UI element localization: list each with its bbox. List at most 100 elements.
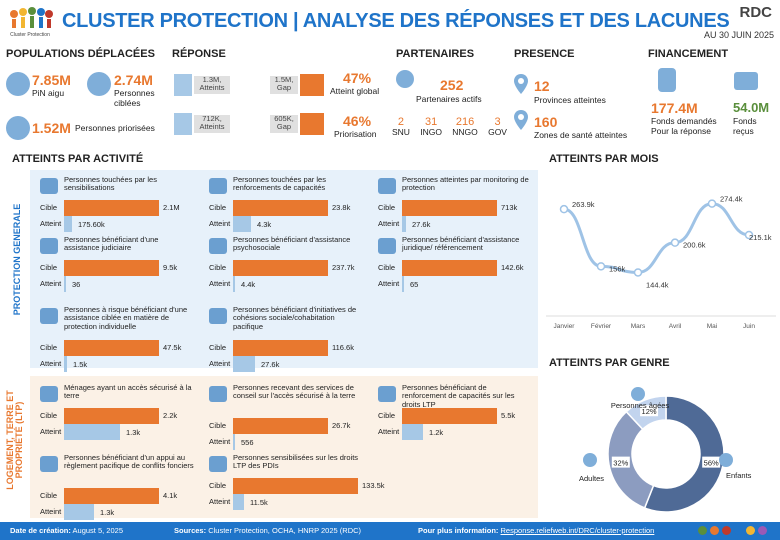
mois-value-label: 274.4k xyxy=(720,195,743,204)
cible-bar xyxy=(233,260,328,276)
presence-prov-value: 12 xyxy=(534,78,550,94)
cluster-logo: Cluster Protection xyxy=(4,4,56,44)
country-label: RDC xyxy=(739,4,773,21)
reponse-row2-pct: 46% xyxy=(343,113,372,129)
report-date: AU 30 JUIN 2025 xyxy=(703,30,774,40)
activity-icon xyxy=(40,386,58,402)
activity-title: Personnes sensibilisées sur les droits L… xyxy=(233,453,359,471)
map-pin-icon xyxy=(514,74,528,99)
reponse-row1-right: 1.5M, xyxy=(274,75,294,84)
activity-grid: Personnes touchées par les sensibilisati… xyxy=(40,175,529,520)
atteint-value: 1.5k xyxy=(73,360,88,369)
genre-donut-chart: 56% 32% 12% Enfants Adultes Personnes âgées xyxy=(579,387,752,513)
cible-row-label: Cible xyxy=(209,343,227,352)
atteint-bar xyxy=(64,504,94,520)
partenaire-type: 3 GOV xyxy=(488,116,507,137)
atteint-value: 556 xyxy=(241,438,254,447)
mois-tick-label: Avril xyxy=(669,323,682,330)
financement-title: FINANCEMENT xyxy=(648,48,729,60)
atteint-row-label: Atteint xyxy=(378,279,400,288)
cible-value: 26.7k xyxy=(332,421,351,430)
reponse-bar-prior: 712K, Atteints 605K, Gap xyxy=(174,113,324,135)
cible-row-label: Cible xyxy=(40,491,58,500)
presence-zones-label: Zones de santé atteintes xyxy=(534,130,628,140)
atteint-bar xyxy=(233,494,244,510)
person-icon xyxy=(631,387,645,401)
people-priority-icon xyxy=(6,116,30,140)
pin-value: 7.85M xyxy=(32,72,71,88)
atteint-value: 175.60k xyxy=(78,220,105,229)
cible-row-label: Cible xyxy=(40,263,58,272)
mois-line-chart: 263.9k Janvier 156k Février 144.4k Mars 200.6k… xyxy=(546,195,776,330)
cible-bar xyxy=(64,200,159,216)
cible-value: 2.1M xyxy=(163,203,180,212)
cible-bar xyxy=(233,340,328,356)
reponse-row2-left: 712K, xyxy=(202,114,222,123)
genre-category-label: Enfants xyxy=(726,471,752,480)
reponse-row1-right2: Gap xyxy=(276,83,292,93)
populations-title: POPULATIONS DÉPLACÉES xyxy=(6,48,155,60)
cible-row-label: Cible xyxy=(378,411,396,420)
reponse-row1-pct: 47% xyxy=(343,70,372,86)
cible-value: 713k xyxy=(501,203,518,212)
activity-title: Personnes touchées par les sensibilisati… xyxy=(64,175,157,193)
reponse-row1-left: 1.3M, xyxy=(202,75,222,84)
logo-text: Cluster Protection xyxy=(10,32,50,38)
cible-bar xyxy=(233,200,328,216)
partenaires-title: PARTENAIRES xyxy=(396,48,475,60)
atteint-row-label: Atteint xyxy=(209,219,231,228)
footer-link[interactable]: Response.reliefweb.int/DRC/cluster-prote… xyxy=(500,526,655,535)
partenaire-type: 31 INGO xyxy=(420,116,442,137)
cible-bar xyxy=(233,418,328,434)
atteint-row-label: Atteint xyxy=(40,427,62,436)
mois-value-label: 144.4k xyxy=(646,280,669,289)
fin-recus-label: Fonds reçus xyxy=(733,116,757,136)
cible-row-label: Cible xyxy=(378,203,396,212)
atteint-bar xyxy=(402,216,406,232)
people-icon xyxy=(6,72,30,96)
cible-bar xyxy=(64,340,159,356)
activity-title: Personnes bénéficiant d'assistance jurid… xyxy=(402,235,520,253)
activity-title: Personnes à risque bénéficiant d'une ass… xyxy=(64,305,188,331)
cible-value: 9.5k xyxy=(163,263,178,272)
mois-point xyxy=(744,230,754,240)
partenaires-total: 252 xyxy=(440,77,464,93)
mois-tick-label: Février xyxy=(591,323,612,330)
cible-value: 5.5k xyxy=(501,411,516,420)
cible-row-label: Cible xyxy=(40,411,58,420)
presence-prov-label: Provinces atteintes xyxy=(534,95,606,105)
atteint-row-label: Atteint xyxy=(209,437,231,446)
atteint-row-label: Atteint xyxy=(209,359,231,368)
activity-icon xyxy=(378,178,396,194)
cible-value: 23.8k xyxy=(332,203,351,212)
cible-row-label: Cible xyxy=(209,203,227,212)
atteint-bar xyxy=(233,216,251,232)
partenaires-total-label: Partenaires actifs xyxy=(416,94,482,104)
mois-value-label: 156k xyxy=(609,264,626,273)
genre-pct-bg xyxy=(611,456,630,468)
atteint-row-label: Atteint xyxy=(40,219,62,228)
cible-bar xyxy=(402,408,497,424)
mois-point xyxy=(633,268,643,277)
genre-title: ATTEINTS PAR GENRE xyxy=(549,357,670,369)
atteint-value: 65 xyxy=(410,280,419,289)
mois-tick-label: Mars xyxy=(631,323,646,330)
reponse-row1-label: Atteint global xyxy=(330,86,380,96)
genre-pct-label: 32% xyxy=(613,459,628,468)
footer-info: Pour plus information: Response.reliefwe… xyxy=(418,526,655,535)
atteint-bar xyxy=(64,356,67,372)
activity-icon xyxy=(378,386,396,402)
atteint-bar xyxy=(402,424,423,440)
genre-slice xyxy=(643,395,725,513)
atteint-value: 1.3k xyxy=(126,428,141,437)
activity-title: Ménages ayant un accès sécurisé à la ter… xyxy=(64,383,192,401)
genre-pct-bg xyxy=(640,405,659,417)
prior-value: 1.52M xyxy=(32,120,71,136)
atteint-row-label: Atteint xyxy=(378,219,400,228)
cible-bar xyxy=(402,260,497,276)
atteint-row-label: Atteint xyxy=(209,497,231,506)
handshake-icon xyxy=(396,70,414,88)
atteint-row-label: Atteint xyxy=(40,279,62,288)
mois-value-label: 200.6k xyxy=(683,241,706,250)
atteint-value: 1.2k xyxy=(429,428,444,437)
